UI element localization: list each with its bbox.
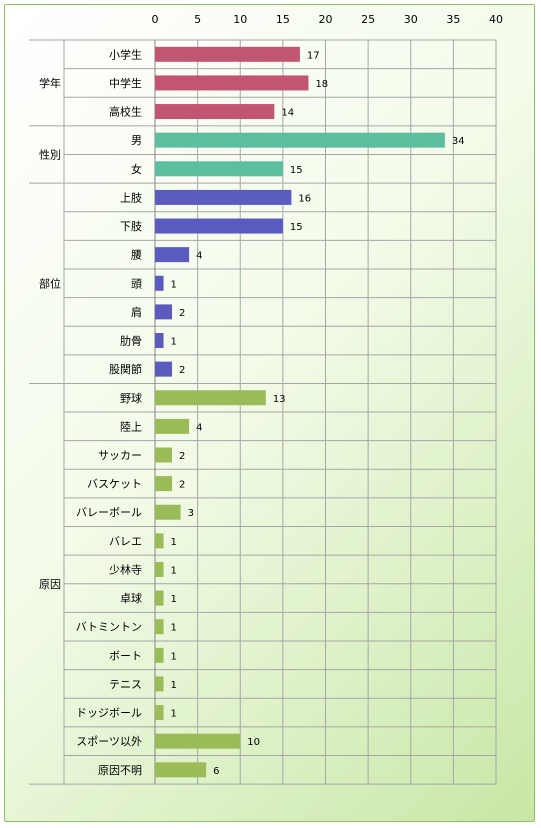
x-tick-label: 35 [446,13,460,26]
x-tick-label: 25 [361,13,375,26]
data-label: 6 [213,766,219,777]
data-label: 16 [298,193,311,204]
bar [155,504,181,520]
category-label: サッカー [98,449,142,462]
group-label: 原因 [39,578,61,591]
group-label: 部位 [39,276,61,290]
bar [155,75,309,91]
category-label: バスケット [87,478,142,491]
data-label: 2 [179,308,185,319]
bar [155,333,164,349]
category-label: ボート [109,649,142,662]
bar [155,619,164,635]
x-tick-label: 30 [404,13,418,26]
bar [155,418,190,434]
bar [155,676,164,692]
category-label: 男 [131,134,142,147]
bar [155,218,283,234]
category-label: 原因不明 [98,764,142,777]
category-label: バレーボール [76,506,142,519]
x-tick-label: 20 [319,13,333,26]
category-label: ドッジボール [76,707,142,720]
bar [155,733,241,749]
data-label: 2 [179,365,185,376]
category-label: バレエ [109,535,142,548]
data-label: 2 [179,480,185,491]
category-label: 小学生 [109,47,142,61]
bar [155,561,164,577]
x-tick-label: 10 [233,13,247,26]
bar [155,189,292,205]
group-label: 学年 [39,76,61,90]
category-label: 野球 [120,391,142,405]
data-label: 1 [171,337,177,348]
category-label: 高校生 [109,105,142,119]
data-label: 3 [188,508,194,519]
category-label: バトミントン [76,621,142,634]
data-label: 1 [171,680,177,691]
data-label: 2 [179,451,185,462]
x-tick-label: 40 [489,13,503,26]
data-label: 17 [307,50,320,61]
bar [155,275,164,291]
category-label: テニス [109,678,142,691]
bar [155,705,164,721]
bar [155,447,173,463]
category-label: スポーツ以外 [76,735,142,748]
data-label: 34 [452,136,465,147]
category-label: 陸上 [120,420,142,433]
data-label: 1 [171,594,177,605]
bar [155,647,164,663]
category-label: 中学生 [109,76,142,90]
bar [155,533,164,549]
bar [155,476,173,492]
data-label: 1 [171,623,177,634]
bar [155,161,283,177]
bar [155,590,164,606]
data-label: 4 [196,422,202,433]
category-label: 下肢 [120,219,142,233]
category-label: 腰 [131,249,142,262]
data-label: 18 [315,79,328,90]
data-label: 1 [171,651,177,662]
data-label: 13 [273,394,286,405]
data-label: 1 [171,279,177,290]
category-label: 少林寺 [109,562,142,576]
data-label: 15 [290,222,303,233]
category-label: 肩 [131,305,142,319]
data-label: 1 [171,709,177,720]
bar [155,762,207,778]
category-label: 頭 [131,277,142,290]
x-tick-label: 15 [276,13,290,26]
bar [155,104,275,120]
category-label: 肋骨 [120,334,142,348]
data-label: 1 [171,537,177,548]
category-label: 卓球 [120,591,142,605]
bar [155,304,173,320]
bar [155,247,190,263]
data-label: 14 [281,108,294,119]
bar [155,361,173,377]
bar [155,46,300,62]
category-label: 股関節 [109,362,142,376]
category-label: 女 [131,162,142,176]
category-label: 上肢 [120,190,142,204]
data-label: 1 [171,565,177,576]
x-tick-label: 0 [152,13,159,26]
x-tick-label: 5 [194,13,201,26]
data-label: 15 [290,165,303,176]
bar [155,132,445,148]
data-label: 4 [196,251,202,262]
data-label: 10 [247,737,260,748]
bar [155,390,266,406]
group-label: 性別 [39,147,61,161]
